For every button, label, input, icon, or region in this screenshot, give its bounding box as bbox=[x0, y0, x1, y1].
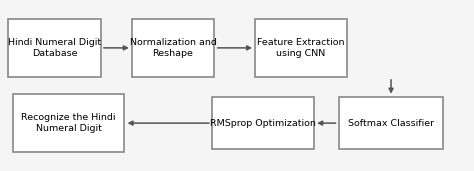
Text: Feature Extraction
using CNN: Feature Extraction using CNN bbox=[257, 38, 345, 58]
FancyBboxPatch shape bbox=[8, 19, 100, 77]
Text: Softmax Classifier: Softmax Classifier bbox=[348, 119, 434, 128]
Text: Recognize the Hindi
Numeral Digit: Recognize the Hindi Numeral Digit bbox=[21, 113, 116, 133]
FancyBboxPatch shape bbox=[131, 19, 214, 77]
FancyBboxPatch shape bbox=[255, 19, 347, 77]
FancyBboxPatch shape bbox=[212, 97, 314, 149]
Text: RMSprop Optimization: RMSprop Optimization bbox=[210, 119, 316, 128]
Text: Hindi Numeral Digit
Database: Hindi Numeral Digit Database bbox=[8, 38, 101, 58]
FancyBboxPatch shape bbox=[13, 94, 124, 152]
FancyBboxPatch shape bbox=[339, 97, 443, 149]
Text: Normalization and
Reshape: Normalization and Reshape bbox=[129, 38, 217, 58]
